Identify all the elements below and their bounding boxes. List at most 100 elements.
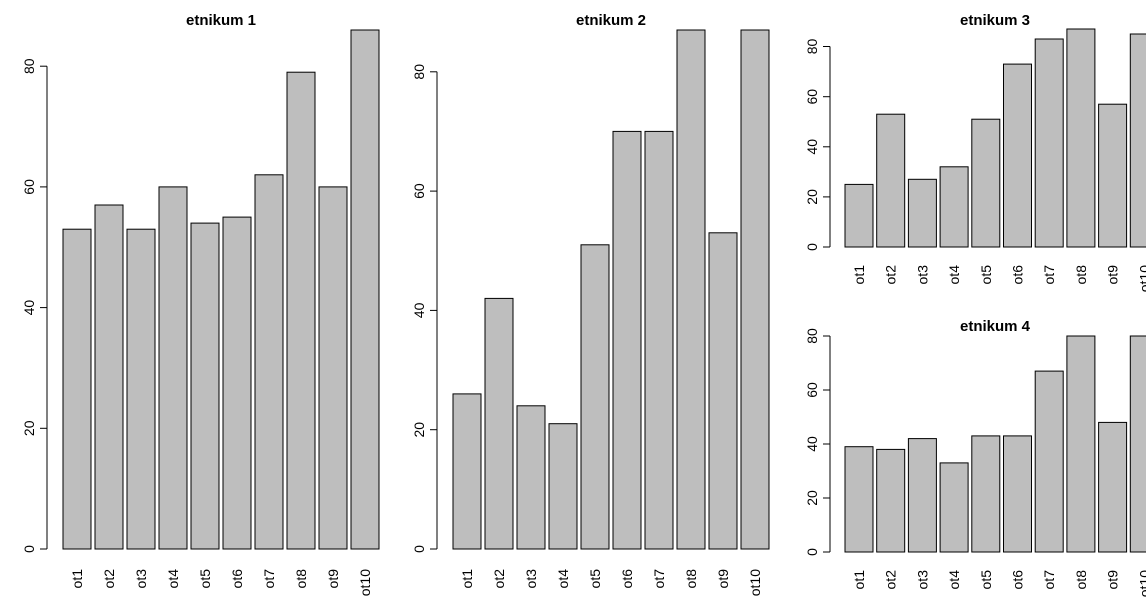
y-tick-label: 60 [411,183,427,199]
bar-ot3 [126,228,156,550]
bar-ot5 [971,435,1001,553]
x-tick-label: ot7 [651,569,667,589]
x-tick-label: ot7 [261,569,277,589]
bar-ot10 [740,29,770,550]
x-tick-label: ot6 [1010,570,1026,590]
bar-ot4 [939,462,969,553]
bar-ot9 [1098,421,1128,553]
chart-title: etnikum 1 [186,12,256,29]
bar-ot2 [876,113,906,248]
chart-title: etnikum 3 [960,12,1030,29]
bar-ot10 [1129,33,1146,248]
chart-title: etnikum 2 [576,12,646,29]
x-tick-label: ot9 [715,569,731,589]
bar-ot3 [516,405,546,550]
bar-ot3 [907,438,937,553]
y-tick-label: 20 [411,422,427,438]
x-tick-label: ot1 [459,569,475,589]
y-tick-label: 0 [411,545,427,553]
bar-ot9 [1098,103,1128,248]
bar-ot5 [580,244,610,550]
x-tick-label: ot9 [1105,570,1121,590]
x-tick-label: ot1 [851,265,867,285]
y-tick-label: 40 [804,436,820,452]
y-tick-label: 20 [21,420,37,436]
x-tick-label: ot5 [197,569,213,589]
x-tick-label: ot8 [1073,265,1089,285]
x-tick-label: ot9 [1105,265,1121,285]
bar-ot6 [612,130,642,550]
x-tick-label: ot5 [587,569,603,589]
bar-ot7 [254,174,284,550]
y-tick-label: 40 [411,302,427,318]
bar-ot1 [844,183,874,248]
x-tick-label: ot1 [69,569,85,589]
bar-ot9 [318,186,348,550]
x-tick-label: ot4 [946,570,962,590]
bar-ot9 [708,232,738,550]
x-tick-label: ot2 [883,265,899,285]
bar-ot8 [1066,28,1096,248]
y-tick-label: 80 [411,64,427,80]
y-tick-label: 60 [804,382,820,398]
bar-ot6 [1003,63,1032,248]
y-tick-label: 60 [804,89,820,105]
bar-ot1 [452,393,482,550]
x-tick-label: ot3 [523,569,539,589]
x-tick-label: ot6 [619,569,635,589]
bar-ot3 [907,178,937,248]
y-tick-label: 80 [804,328,820,344]
x-tick-label: ot6 [1010,265,1026,285]
bar-ot8 [1066,335,1096,553]
panel-etnikum-4: etnikum 4 ot1 ot2 ot3 ot4 ot5 ot6 ot7 ot8 ot9 ot1… [804,318,1146,597]
bar-ot2 [484,297,514,550]
bar-ot6 [1003,435,1032,553]
bar-ot5 [971,118,1001,248]
bar-ot7 [1034,38,1064,248]
bar-ot8 [676,29,706,550]
x-tick-label: ot2 [491,569,507,589]
x-tick-label: ot2 [101,569,117,589]
x-tick-label: ot5 [978,570,994,590]
x-tick-label: ot8 [293,569,309,589]
bar-ot7 [644,130,674,550]
x-tick-label: ot3 [133,569,149,589]
x-tick-label: ot10 [747,569,763,596]
x-tick-label: ot3 [914,265,930,285]
bar-ot4 [548,423,578,550]
bar-ot6 [222,216,252,550]
x-tick-label: ot7 [1041,570,1057,590]
x-tick-label: ot10 [357,569,373,596]
y-tick-label: 0 [804,548,820,556]
x-tick-label: ot4 [555,569,571,589]
bar-ot10 [350,29,380,550]
y-tick-label: 20 [804,490,820,506]
x-tick-label: ot6 [229,569,245,589]
panel-etnikum-2: etnikum 2 ot1 ot2 ot3 ot4 ot5 ot6 ot7 ot8 ot9 ot1… [411,12,770,596]
bar-ot8 [286,71,316,550]
bar-ot4 [939,166,969,248]
x-tick-label: ot2 [883,570,899,590]
bar-ot5 [190,222,220,550]
bar-ot7 [1034,370,1064,553]
chart-title: etnikum 4 [960,318,1031,335]
y-tick-label: 60 [21,179,37,195]
x-tick-label: ot5 [978,265,994,285]
bar-ot2 [94,204,124,550]
x-tick-label: ot10 [1136,570,1146,597]
y-tick-label: 0 [21,545,37,553]
panel-etnikum-1: etnikum 1 ot1 ot2 ot3 ot4 ot5 ot6 ot7 ot8 ot9 ot1… [21,12,380,596]
y-tick-label: 0 [804,243,820,251]
x-tick-label: ot1 [851,570,867,590]
x-tick-label: ot3 [914,570,930,590]
x-tick-label: ot10 [1136,265,1146,292]
x-tick-label: ot8 [683,569,699,589]
bar-ot1 [844,446,874,553]
y-tick-label: 40 [804,139,820,155]
y-tick-label: 80 [21,58,37,74]
x-tick-label: ot9 [325,569,341,589]
x-tick-label: ot4 [165,569,181,589]
panel-etnikum-3: etnikum 3 ot1 ot2 ot3 ot4 ot5 ot6 ot7 ot8 ot9 ot1… [804,12,1146,292]
bar-ot1 [62,228,92,550]
